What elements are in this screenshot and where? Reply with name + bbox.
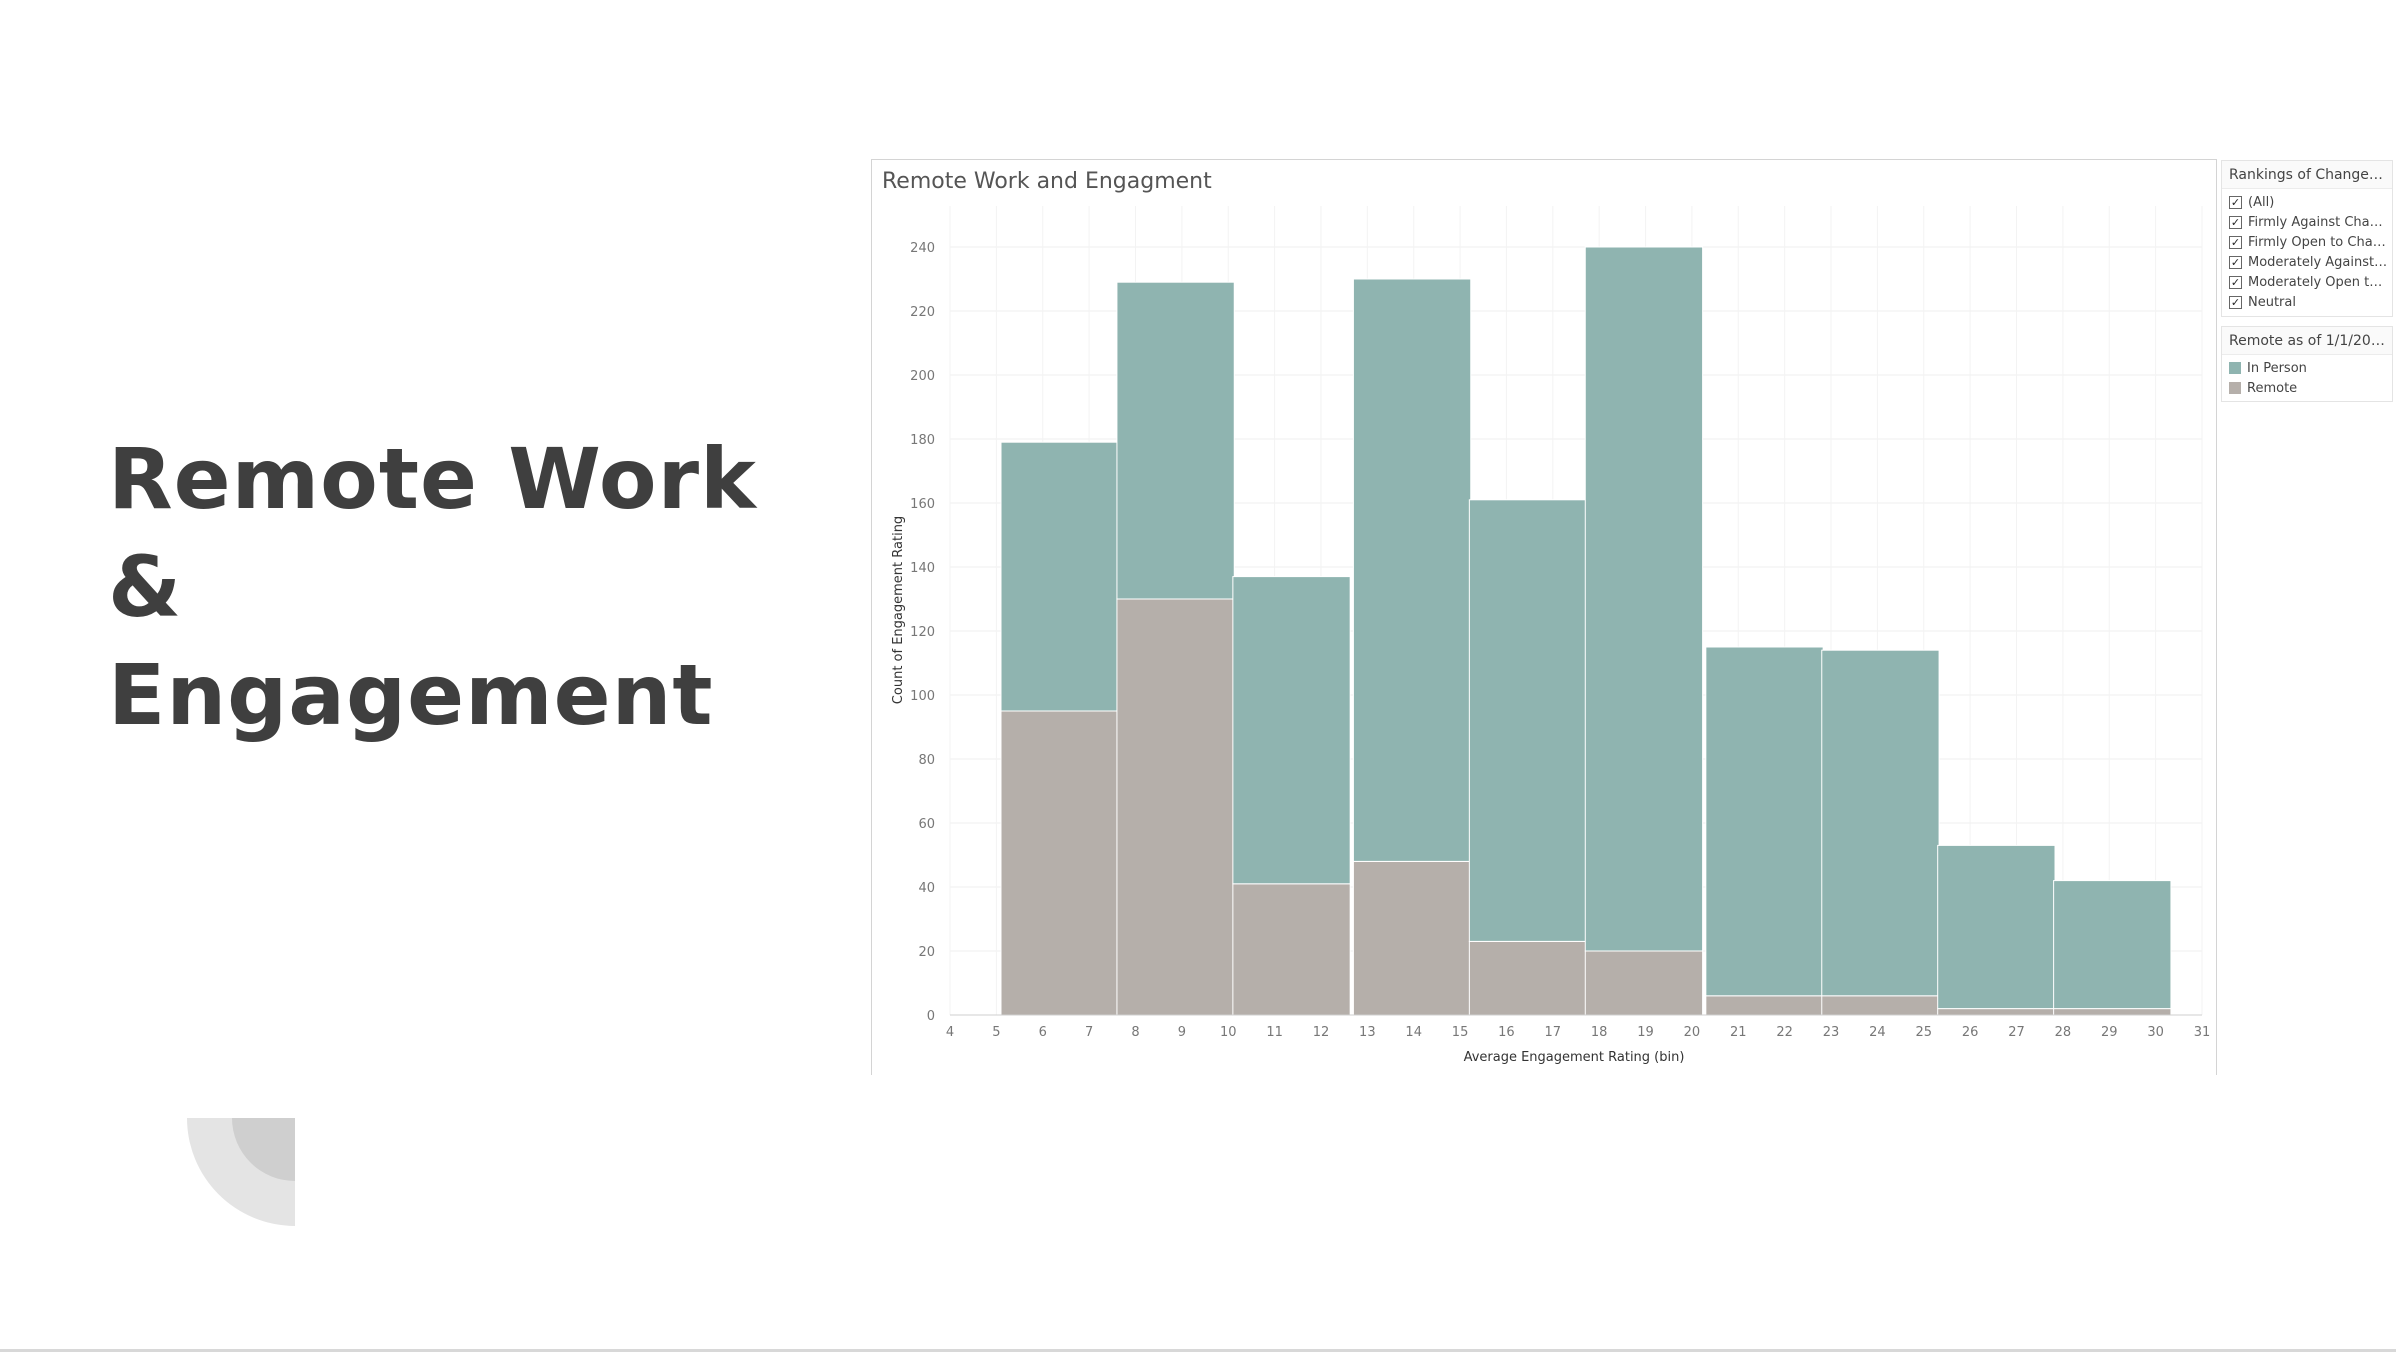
- bar-segment: [1821, 649, 1940, 997]
- x-tick-label: 17: [1545, 1025, 1562, 1040]
- bar-segment: [1352, 860, 1472, 1016]
- y-tick-label: 120: [910, 625, 935, 640]
- x-tick-label: 6: [1039, 1025, 1047, 1040]
- y-tick-label: 200: [910, 369, 935, 384]
- filter-item-all[interactable]: ✓ (All): [2229, 194, 2275, 210]
- filter-item-neutral[interactable]: ✓ Neutral: [2229, 294, 2296, 310]
- checkbox-icon[interactable]: ✓: [2229, 195, 2242, 209]
- bar-segment: [1937, 1008, 2056, 1016]
- x-tick-label: 25: [1916, 1025, 1933, 1040]
- bar-segment: [1937, 844, 2056, 1010]
- filter-item-moderately-open[interactable]: ✓ Moderately Open to ...: [2229, 274, 2390, 290]
- bar-segment: [1705, 646, 1824, 997]
- x-tick-label: 20: [1684, 1025, 1701, 1040]
- bar-segment: [1116, 281, 1235, 600]
- x-tick-label: 22: [1776, 1025, 1793, 1040]
- bar-segment: [1352, 278, 1472, 862]
- y-tick-label: 40: [918, 881, 935, 896]
- bar-segment: [1468, 499, 1588, 942]
- bar-segment: [1468, 940, 1588, 1016]
- x-tick-label: 8: [1131, 1025, 1139, 1040]
- y-tick-label: 240: [910, 241, 935, 256]
- axes: 0 20 40 60 80 100 120 140 160 180 200 220 240 4 5 6 7 8 9 1…: [910, 241, 2210, 1040]
- x-tick-label: 15: [1452, 1025, 1469, 1040]
- filter-card: Rankings of Change Sus... ✓(All) ✓Firmly…: [2221, 160, 2393, 317]
- x-tick-label: 5: [992, 1025, 1000, 1040]
- checkbox-icon[interactable]: ✓: [2229, 295, 2242, 309]
- legend-item-in-person[interactable]: In Person: [2222, 358, 2392, 378]
- bottom-rule: [0, 1349, 2396, 1352]
- bar-segment: [1000, 441, 1119, 712]
- x-tick-label: 23: [1823, 1025, 1840, 1040]
- bar-segment: [1000, 710, 1119, 1016]
- x-tick-label: 26: [1962, 1025, 1979, 1040]
- y-tick-label: 160: [910, 497, 935, 512]
- x-tick-label: 28: [2055, 1025, 2072, 1040]
- viz-title: Remote Work and Engagment: [882, 169, 1212, 194]
- filter-item-firmly-against[interactable]: ✓ Firmly Against Change: [2229, 214, 2390, 230]
- slide-title: Remote Work & Engagement: [108, 425, 828, 749]
- y-tick-label: 100: [910, 689, 935, 704]
- bar-segment: [1584, 950, 1704, 1016]
- bar-segment: [1232, 576, 1351, 885]
- swatch-remote: [2229, 382, 2241, 394]
- x-tick-label: 12: [1313, 1025, 1330, 1040]
- x-tick-label: 24: [1869, 1025, 1886, 1040]
- swatch-in-person: [2229, 362, 2241, 374]
- bar-segment: [2053, 1008, 2172, 1016]
- x-tick-label: 31: [2194, 1025, 2211, 1040]
- x-tick-label: 16: [1498, 1025, 1515, 1040]
- bars: [1000, 246, 2172, 1016]
- slide-title-line-2: Engagement: [108, 646, 714, 744]
- bar-segment: [1116, 598, 1235, 1016]
- legend-item-remote[interactable]: Remote: [2222, 378, 2392, 398]
- bar-segment: [1232, 883, 1351, 1016]
- y-tick-label: 80: [918, 753, 935, 768]
- x-tick-label: 19: [1637, 1025, 1654, 1040]
- x-tick-label: 18: [1591, 1025, 1608, 1040]
- decorative-quarter-circles: [187, 1118, 295, 1226]
- filter-item-firmly-open[interactable]: ✓ Firmly Open to Chan...: [2229, 234, 2390, 250]
- bar-segment: [1821, 995, 1940, 1016]
- y-tick-label: 180: [910, 433, 935, 448]
- y-tick-label: 20: [918, 945, 935, 960]
- bar-segment: [1584, 246, 1704, 952]
- y-tick-label: 140: [910, 561, 935, 576]
- bar-segment: [2053, 880, 2172, 1010]
- checkbox-icon[interactable]: ✓: [2229, 275, 2242, 289]
- x-tick-label: 4: [946, 1025, 954, 1040]
- x-tick-label: 7: [1085, 1025, 1093, 1040]
- filter-item-moderately-against[interactable]: ✓ Moderately Against ...: [2229, 254, 2390, 270]
- x-axis-title: Average Engagement Rating (bin): [1464, 1050, 1685, 1065]
- legend-title: Remote as of 1/1/2022: [2222, 327, 2392, 355]
- filter-title: Rankings of Change Sus...: [2222, 161, 2392, 189]
- x-tick-label: 13: [1359, 1025, 1376, 1040]
- bar-segment: [1705, 995, 1824, 1016]
- x-tick-label: 29: [2101, 1025, 2118, 1040]
- x-tick-label: 14: [1405, 1025, 1422, 1040]
- x-tick-label: 30: [2147, 1025, 2164, 1040]
- x-tick-label: 10: [1220, 1025, 1237, 1040]
- x-tick-label: 21: [1730, 1025, 1747, 1040]
- y-axis-title: Count of Engagement Rating: [891, 516, 906, 704]
- color-legend-card: Remote as of 1/1/2022 In Person Remote: [2221, 326, 2393, 402]
- checkbox-icon[interactable]: ✓: [2229, 255, 2242, 269]
- slide-title-line-1: Remote Work &: [108, 430, 757, 636]
- y-tick-label: 220: [910, 305, 935, 320]
- x-tick-label: 11: [1266, 1025, 1283, 1040]
- y-tick-label: 60: [918, 817, 935, 832]
- x-tick-label: 27: [2008, 1025, 2025, 1040]
- y-tick-label: 0: [927, 1009, 935, 1024]
- x-tick-label: 9: [1178, 1025, 1186, 1040]
- checkbox-icon[interactable]: ✓: [2229, 235, 2242, 249]
- checkbox-icon[interactable]: ✓: [2229, 215, 2242, 229]
